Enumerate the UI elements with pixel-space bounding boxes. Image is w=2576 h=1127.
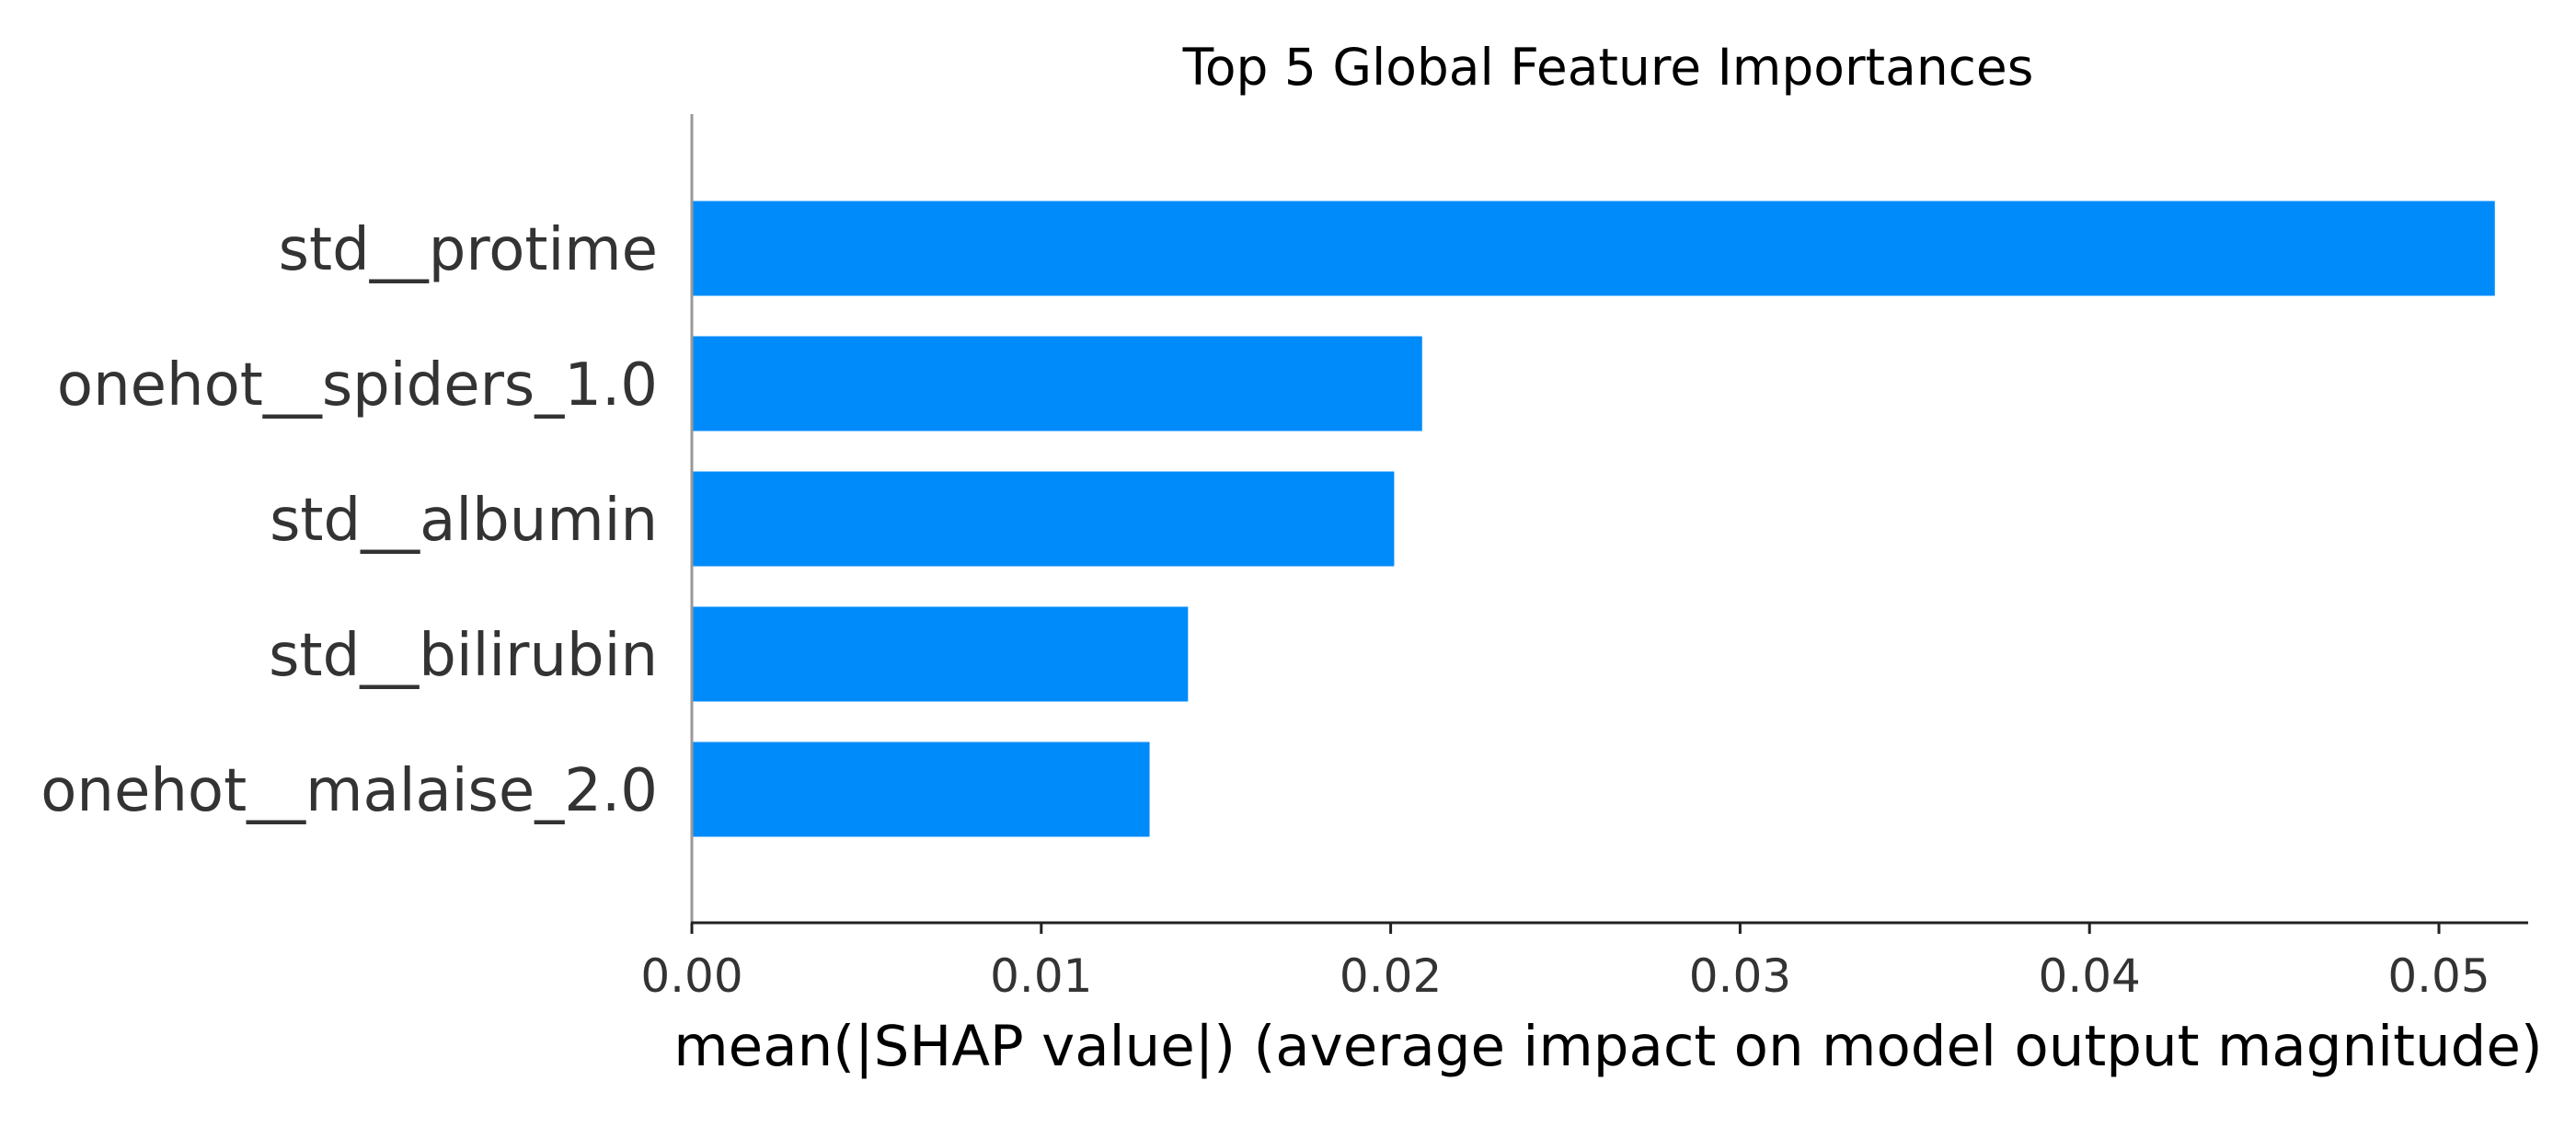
bars-group [692,201,2495,837]
x-tick-label: 0.01 [990,949,1092,1003]
category-label: onehot__malaise_2.0 [40,757,658,825]
category-label: std__bilirubin [269,622,658,690]
bar [692,336,1422,431]
bar [692,201,2495,296]
bar [692,742,1150,837]
category-label: std__albumin [270,487,658,555]
x-ticks-group: 0.00 0.01 0.02 0.03 0.04 0.05 [640,923,2490,1003]
x-tick-label: 0.04 [2039,949,2141,1003]
bar [692,606,1189,702]
x-axis-label: mean(|SHAP value|) (average impact on mo… [673,1014,2542,1079]
category-label: onehot__spiders_1.0 [57,351,658,420]
category-label: std__protime [279,216,658,284]
category-labels-group: std__protime onehot__spiders_1.0 std__albu… [40,216,658,825]
x-tick-label: 0.05 [2387,949,2490,1003]
x-tick-label: 0.00 [640,949,742,1003]
x-tick-label: 0.02 [1340,949,1442,1003]
bar [692,471,1395,567]
x-tick-label: 0.03 [1689,949,1791,1003]
chart-title: Top 5 Global Feature Importances [1182,38,2034,97]
